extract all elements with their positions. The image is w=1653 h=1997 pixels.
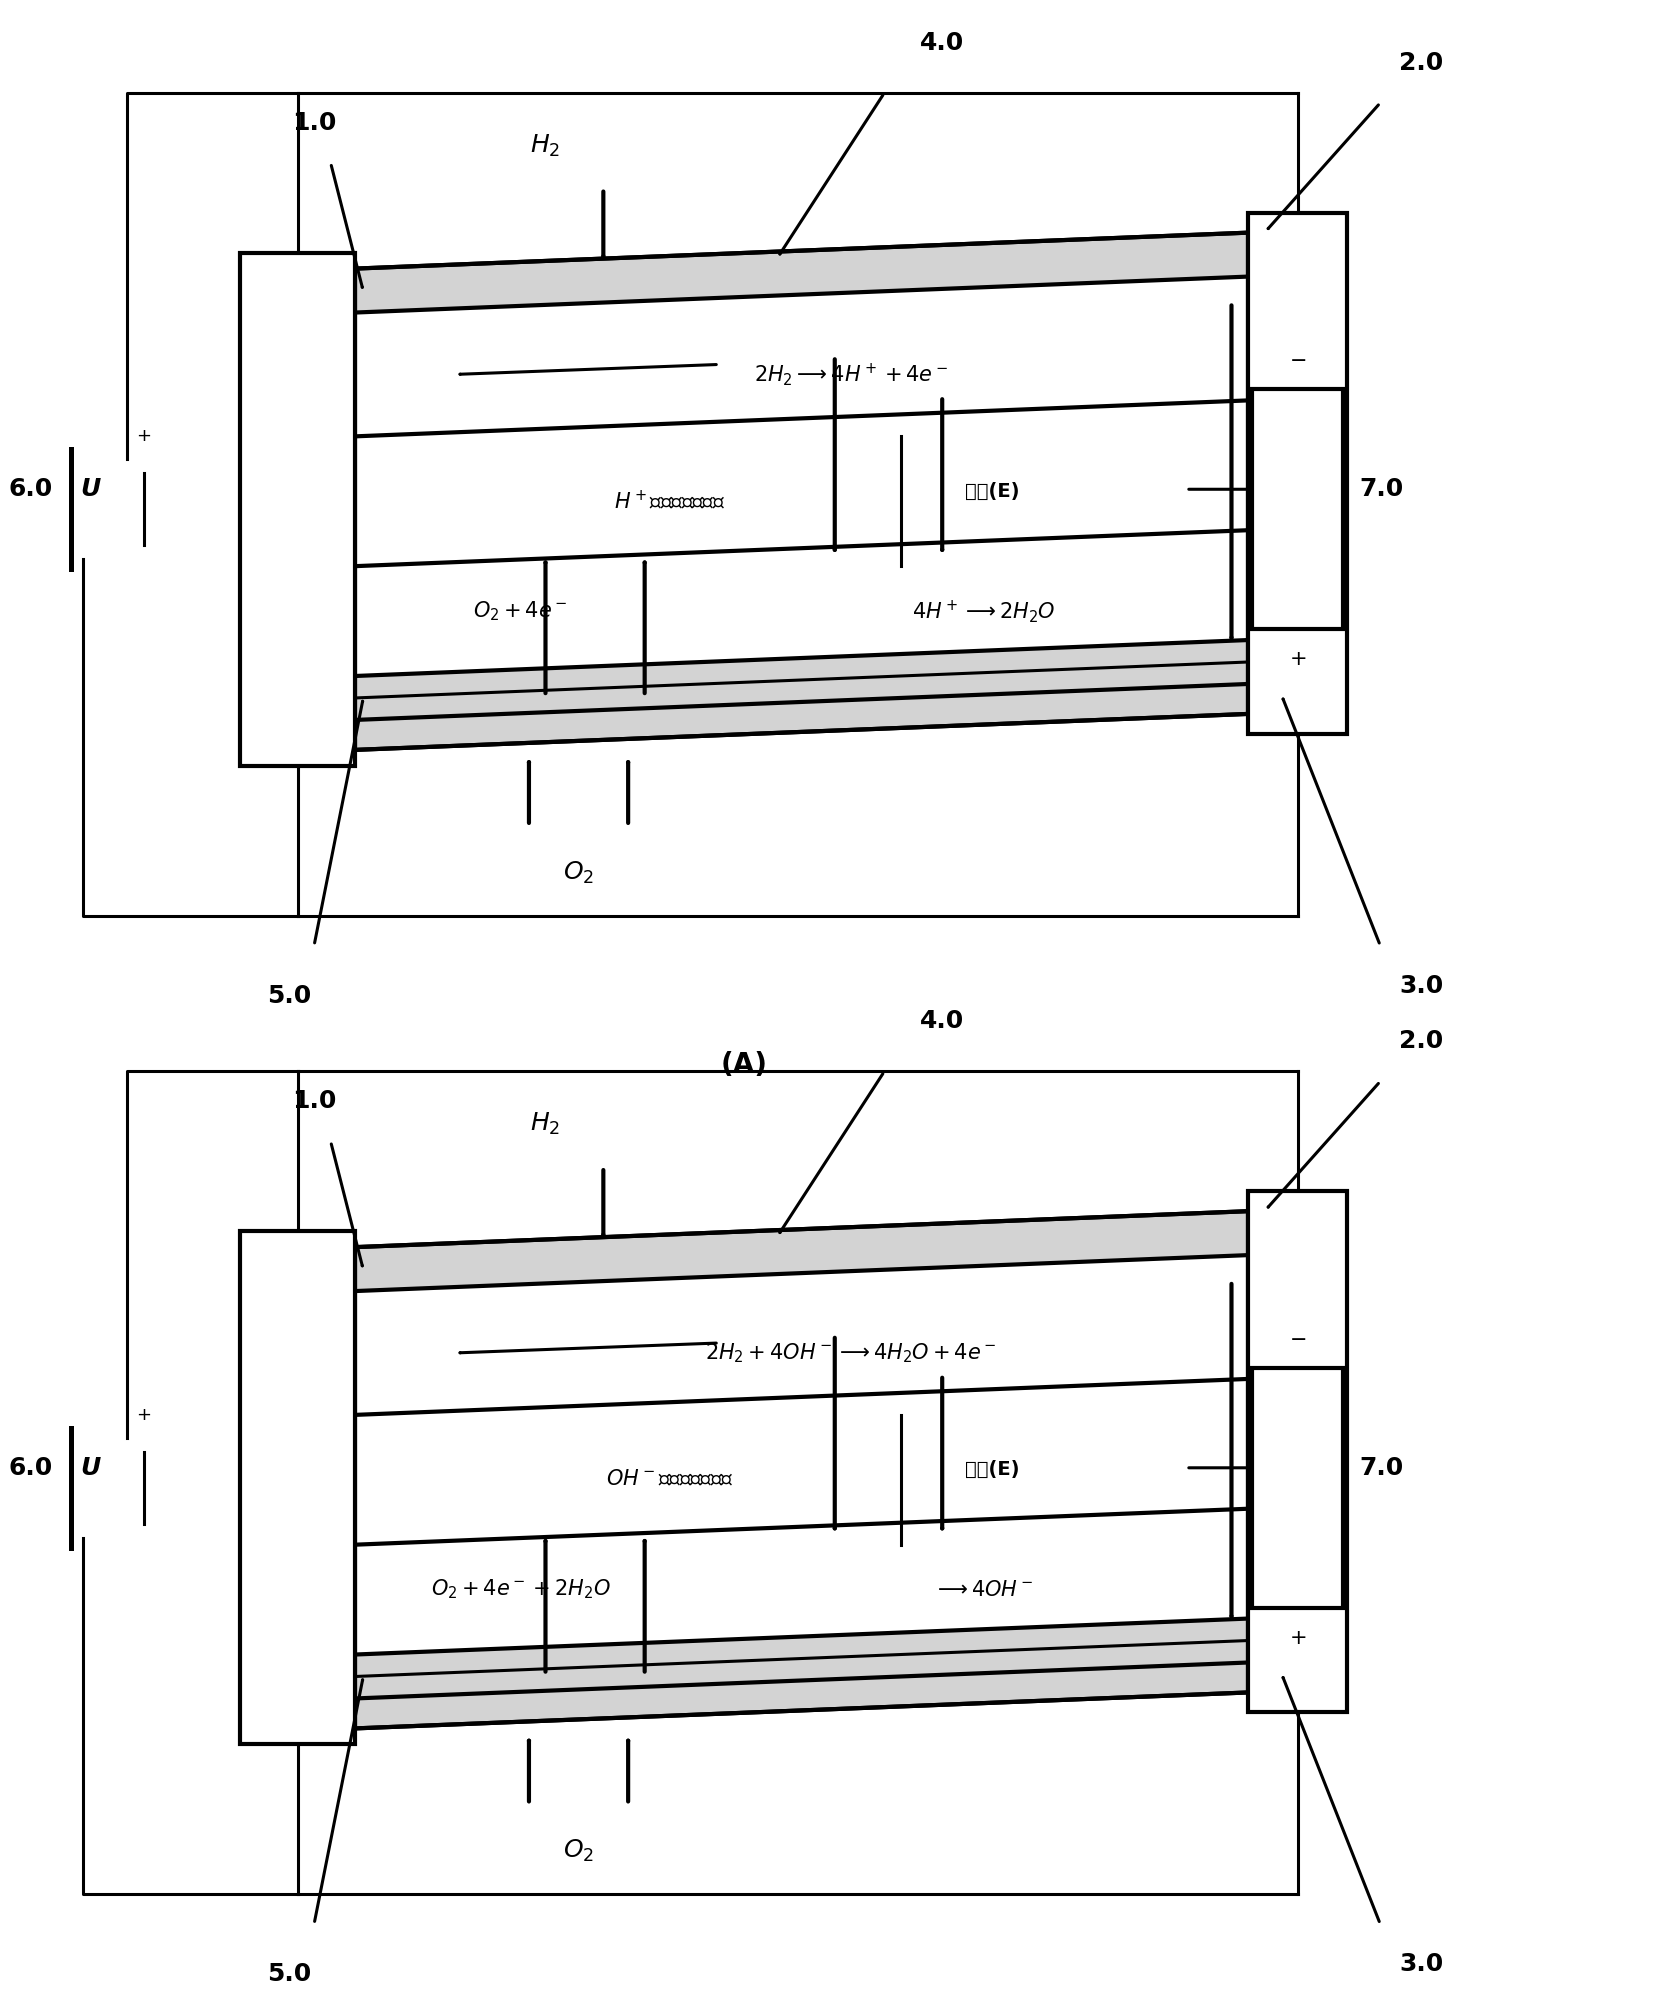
Text: 电场(E): 电场(E): [965, 481, 1018, 501]
Polygon shape: [355, 1256, 1248, 1414]
Bar: [240, 1230, 355, 1745]
Text: 5.0: 5.0: [268, 983, 311, 1008]
Text: $+$: $+$: [136, 427, 152, 445]
Polygon shape: [355, 531, 1248, 677]
Text: $+$: $+$: [1289, 649, 1306, 669]
Polygon shape: [355, 278, 1248, 437]
Polygon shape: [355, 1510, 1248, 1654]
Text: $H_2$: $H_2$: [531, 1110, 560, 1138]
Text: $+$: $+$: [1289, 1628, 1306, 1648]
Text: $O_2$: $O_2$: [564, 1837, 593, 1865]
Text: $O_2 + 4e^- + 2H_2O$: $O_2 + 4e^- + 2H_2O$: [431, 1578, 610, 1602]
Text: 6.0: 6.0: [8, 477, 53, 501]
Polygon shape: [355, 234, 1248, 314]
Text: 电场(E): 电场(E): [965, 1460, 1018, 1480]
Text: 7.0: 7.0: [1359, 477, 1403, 501]
Text: 3.0: 3.0: [1400, 973, 1443, 998]
Text: $H^+$离子通过电解质: $H^+$离子通过电解质: [613, 489, 726, 513]
Text: 7.0: 7.0: [1359, 1456, 1403, 1480]
Text: 2.0: 2.0: [1400, 50, 1443, 76]
Bar: [240, 254, 355, 767]
Text: 5.0: 5.0: [268, 1961, 311, 1987]
Text: $OH^-$离子通过电解质: $OH^-$离子通过电解质: [605, 1470, 734, 1490]
Text: 3.0: 3.0: [1400, 1951, 1443, 1977]
Text: $-$: $-$: [1289, 1328, 1306, 1348]
Polygon shape: [355, 641, 1248, 721]
Text: $H_2$: $H_2$: [531, 132, 560, 160]
Polygon shape: [355, 401, 1248, 567]
Bar: [1253, 389, 1344, 629]
Text: $O_2$: $O_2$: [564, 861, 593, 887]
Text: $+$: $+$: [136, 1406, 152, 1424]
Polygon shape: [355, 1378, 1248, 1546]
Text: U: U: [81, 477, 101, 501]
Polygon shape: [355, 685, 1248, 751]
Text: 2.0: 2.0: [1400, 1028, 1443, 1054]
Text: U: U: [81, 1456, 101, 1480]
Text: 1.0: 1.0: [293, 1088, 336, 1114]
Text: $O_2 + 4e^-$: $O_2 + 4e^-$: [473, 599, 569, 623]
Text: $-$: $-$: [1289, 349, 1306, 369]
Polygon shape: [355, 1662, 1248, 1729]
Text: 6.0: 6.0: [8, 1456, 53, 1480]
Bar: [1253, 1368, 1344, 1608]
Text: (A): (A): [721, 1050, 767, 1080]
Polygon shape: [355, 1618, 1248, 1697]
Bar: [1248, 214, 1347, 735]
Text: $2H_2 + 4OH^- \longrightarrow 4H_2O + 4e^-$: $2H_2 + 4OH^- \longrightarrow 4H_2O + 4e…: [706, 1342, 997, 1364]
Text: 1.0: 1.0: [293, 110, 336, 136]
Polygon shape: [355, 1210, 1248, 1292]
Text: $\longrightarrow 4OH^-$: $\longrightarrow 4OH^-$: [934, 1580, 1033, 1600]
Bar: [1248, 1190, 1347, 1713]
Text: 4.0: 4.0: [921, 30, 964, 56]
Text: $2H_2 \longrightarrow 4H^+ + 4e^-$: $2H_2 \longrightarrow 4H^+ + 4e^-$: [754, 361, 949, 387]
Text: $4H^+ \longrightarrow 2H_2O$: $4H^+ \longrightarrow 2H_2O$: [912, 597, 1055, 625]
Text: 4.0: 4.0: [921, 1008, 964, 1034]
